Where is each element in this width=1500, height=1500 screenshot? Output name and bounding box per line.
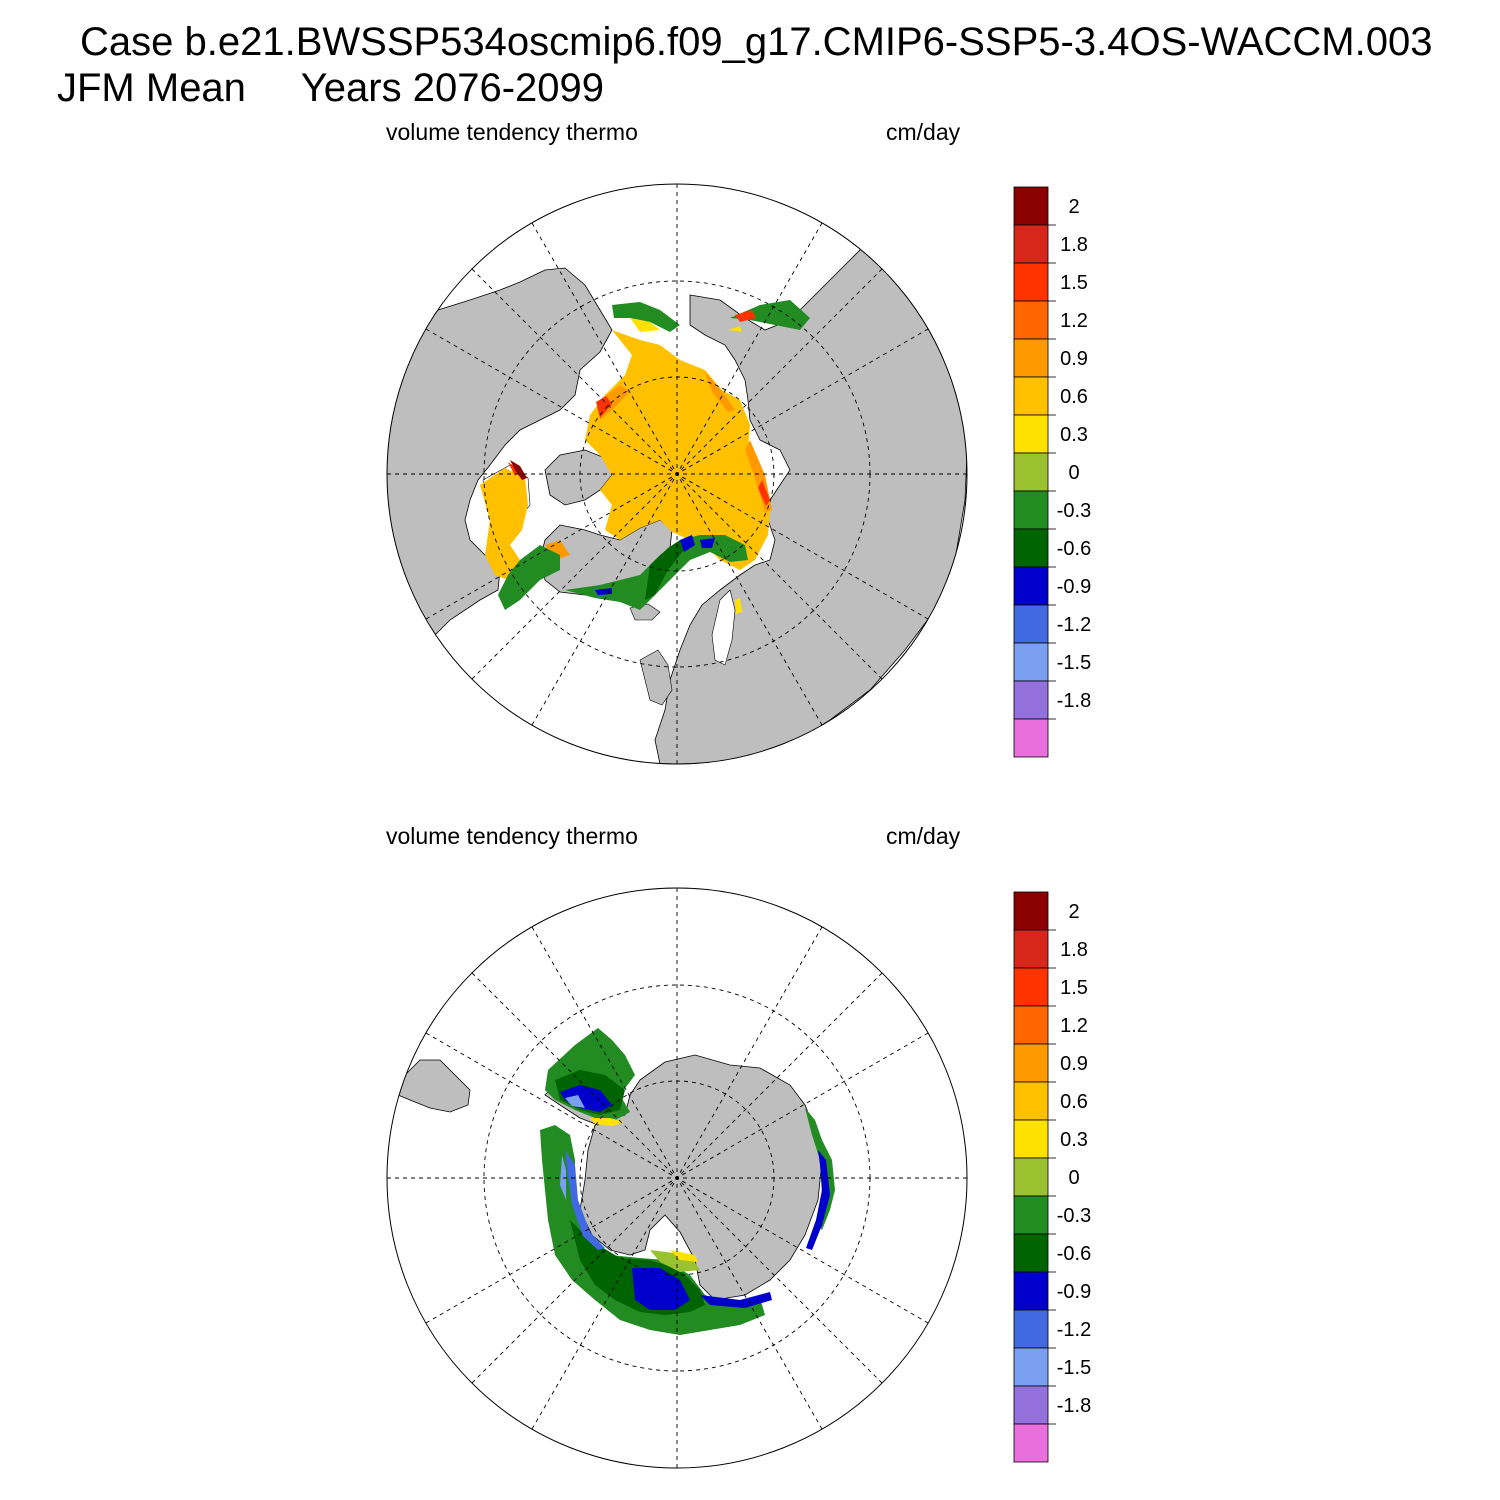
west-coastal-ice-lightblue <box>560 1155 566 1200</box>
north-colorbar-tick-label: 0 <box>1068 462 1079 484</box>
north-america-land <box>387 267 613 641</box>
north-panel-variable-label: volume tendency thermo <box>386 119 638 145</box>
bering-ice-green <box>612 300 810 332</box>
south-america-land <box>397 1059 471 1113</box>
south-colorbar: 2 1.8 1.5 1.2 0.9 0.6 0.3 0 -0.3 -0.6 -0.9 -1.2 -1.5… <box>1013 891 1091 1463</box>
south-colorbar-tick-label: 2 <box>1068 901 1079 923</box>
south-colorbar-swatch <box>1013 1005 1049 1045</box>
hudson-bay-rim-darkred <box>510 460 527 480</box>
north-colorbar-swatch <box>1013 718 1049 758</box>
south-map-boundary <box>386 887 968 1469</box>
ross-sea-ice-yellow <box>670 1250 698 1262</box>
north-colorbar-swatch <box>1013 642 1049 682</box>
north-colorbar-tick-label: 2 <box>1068 196 1079 218</box>
weddell-sea-ice-yellow <box>590 1118 625 1126</box>
north-colorbar-swatch <box>1013 300 1049 340</box>
hudson-bay-ice <box>480 468 528 580</box>
north-colorbar-tick-label: -0.3 <box>1057 500 1091 522</box>
north-colorbar: 2 1.8 1.5 1.2 0.9 0.6 0.3 0 -0.3 -0.6 -0.9 -1.2 -1.5… <box>1013 186 1091 758</box>
south-colorbar-swatch <box>1013 1043 1049 1083</box>
south-graticule <box>387 888 967 1468</box>
south-colorbar-swatch <box>1013 1309 1049 1349</box>
okhotsk-ice-red <box>735 310 756 322</box>
south-colorbar-tick-label: -1.8 <box>1057 1395 1091 1417</box>
south-colorbar-tick-label: 1.5 <box>1060 977 1088 999</box>
north-colorbar-swatch <box>1013 186 1049 226</box>
baltic-sea-water <box>711 589 736 666</box>
north-colorbar-swatch <box>1013 680 1049 720</box>
north-colorbar-tick-label: 1.5 <box>1060 272 1088 294</box>
south-colorbar-swatch <box>1013 1081 1049 1121</box>
barents-ice-blue <box>595 535 715 595</box>
north-colorbar-tick-label: -0.6 <box>1057 538 1091 560</box>
north-polar-map <box>386 183 968 765</box>
south-panel-variable-label: volume tendency thermo <box>386 823 638 849</box>
south-colorbar-tick-label: 0.6 <box>1060 1091 1088 1113</box>
south-colorbar-swatch <box>1013 1233 1049 1273</box>
north-colorbar-swatch <box>1013 452 1049 492</box>
north-colorbar-swatch <box>1013 262 1049 302</box>
north-colorbar-tick-label: -1.2 <box>1057 614 1091 636</box>
south-colorbar-tick-label: 0.3 <box>1060 1129 1088 1151</box>
south-colorbar-tick-label: -0.6 <box>1057 1243 1091 1265</box>
north-colorbar-tick-label: -1.5 <box>1057 652 1091 674</box>
figure-title-case: Case b.e21.BWSSP534oscmip6.f09_g17.CMIP6… <box>80 20 1433 64</box>
north-colorbar-tick-label: 1.2 <box>1060 310 1088 332</box>
south-colorbar-tick-label: -1.5 <box>1057 1357 1091 1379</box>
ross-sea-ice-blue <box>632 1268 772 1310</box>
labrador-sea-ice-green <box>498 545 560 610</box>
north-colorbar-swatch <box>1013 566 1049 606</box>
south-colorbar-tick-label: 1.8 <box>1060 939 1088 961</box>
south-colorbar-swatch <box>1013 1157 1049 1197</box>
south-panel-units-label: cm/day <box>886 823 961 849</box>
north-colorbar-tick-label: 0.6 <box>1060 386 1088 408</box>
figure-title-period: JFM Mean Years 2076-2099 <box>57 66 604 110</box>
south-colorbar-swatch <box>1013 1195 1049 1235</box>
north-colorbar-tick-label: 1.8 <box>1060 234 1088 256</box>
south-colorbar-tick-label: 1.2 <box>1060 1015 1088 1037</box>
south-colorbar-swatch <box>1013 967 1049 1007</box>
weddell-sea-ice-lightblue <box>565 1095 585 1108</box>
north-graticule <box>387 184 967 764</box>
north-colorbar-tick-label: 0.9 <box>1060 348 1088 370</box>
south-colorbar-swatch <box>1013 1271 1049 1311</box>
south-polar-map <box>386 887 968 1469</box>
north-colorbar-swatch <box>1013 338 1049 378</box>
south-colorbar-swatch <box>1013 1385 1049 1425</box>
north-colorbar-tick-label: 0.3 <box>1060 424 1088 446</box>
north-colorbar-tick-label: -0.9 <box>1057 576 1091 598</box>
south-colorbar-swatch <box>1013 891 1049 931</box>
south-colorbar-tick-label: 0 <box>1068 1167 1079 1189</box>
weddell-sea-ice-blue <box>560 1085 612 1112</box>
north-colorbar-swatch <box>1013 224 1049 264</box>
north-colorbar-swatch <box>1013 414 1049 454</box>
south-colorbar-tick-label: -0.3 <box>1057 1205 1091 1227</box>
south-colorbar-tick-label: -0.9 <box>1057 1281 1091 1303</box>
west-coastal-ice-blue <box>565 1150 605 1250</box>
north-colorbar-swatch <box>1013 604 1049 644</box>
south-colorbar-tick-label: 0.9 <box>1060 1053 1088 1075</box>
south-colorbar-swatch <box>1013 1347 1049 1387</box>
south-colorbar-swatch <box>1013 929 1049 969</box>
north-colorbar-swatch <box>1013 376 1049 416</box>
south-colorbar-tick-label: -1.2 <box>1057 1319 1091 1341</box>
north-colorbar-swatch <box>1013 490 1049 530</box>
north-map-boundary <box>386 183 968 765</box>
arctic-ice-main <box>585 330 770 570</box>
british-isles-land <box>639 649 673 706</box>
north-panel-units-label: cm/day <box>886 119 961 145</box>
south-colorbar-swatch <box>1013 1119 1049 1159</box>
north-colorbar-tick-label: -1.8 <box>1057 690 1091 712</box>
east-antarctic-ice-blue <box>806 1150 830 1250</box>
north-colorbar-swatch <box>1013 528 1049 568</box>
barents-ice-darkgreen <box>645 540 684 600</box>
south-colorbar-swatch <box>1013 1423 1049 1463</box>
